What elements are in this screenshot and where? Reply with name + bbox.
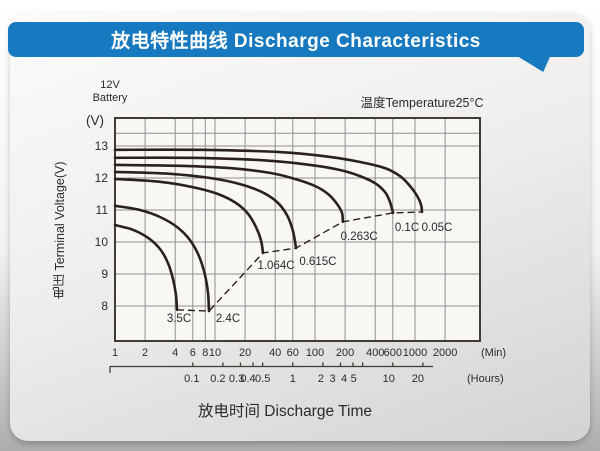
x-tick-label-min: 10 bbox=[209, 347, 221, 359]
x-tick-label-min: 2 bbox=[142, 347, 148, 359]
x-axis-title: 放电时间 Discharge Time bbox=[198, 403, 372, 420]
curve-label-1.064C: 1.064C bbox=[257, 260, 294, 272]
x-tick-label-hours: 3 bbox=[329, 373, 335, 385]
x-tick-label-hours: 5 bbox=[351, 373, 357, 385]
battery-voltage: 12V bbox=[100, 79, 120, 91]
curve-label-2.4C: 2.4C bbox=[216, 313, 240, 325]
curve-label-0.1C: 0.1C bbox=[395, 222, 419, 234]
curve-2.4C bbox=[113, 204, 211, 313]
y-tick-label: 10 bbox=[95, 235, 109, 249]
y-tick-label: 11 bbox=[96, 203, 109, 217]
battery-word: Battery bbox=[92, 92, 128, 104]
x-tick-label-min: 1 bbox=[112, 347, 118, 359]
x-tick-label-hours: 0.1 bbox=[184, 373, 199, 385]
x-tick-label-min: 60 bbox=[287, 347, 299, 359]
x-tick-label-hours: 1 bbox=[290, 373, 296, 385]
minute-tick-labels: 1 2 4 6 8 10 20 40 60 100 200 400 600 1000 2000 (Min) bbox=[112, 347, 506, 359]
curve-3.5C bbox=[113, 223, 179, 312]
y-unit-label: (V) bbox=[86, 113, 104, 128]
x-tick-label-min: 1000 bbox=[403, 347, 427, 359]
y-tick-label: 8 bbox=[101, 299, 108, 313]
x-tick-label-min: 8 bbox=[202, 347, 208, 359]
x-tick-label-min: 2000 bbox=[433, 347, 457, 359]
page-title: 放电特性曲线 Discharge Characteristics bbox=[111, 31, 481, 52]
curve-0.615C bbox=[113, 170, 298, 250]
cutoff-voltage-dashed-line bbox=[176, 211, 423, 312]
y-tick-label: 13 bbox=[95, 139, 109, 153]
x-tick-label-min: 100 bbox=[306, 347, 324, 359]
x-tick-label-min: 4 bbox=[172, 347, 178, 359]
x-tick-label-min: 40 bbox=[269, 347, 281, 359]
curve-label-3.5C: 3.5C bbox=[167, 313, 191, 325]
x-tick-label-min: 400 bbox=[366, 347, 384, 359]
plot-frame bbox=[114, 117, 481, 342]
x-tick-label-hours: 0.3 bbox=[229, 373, 244, 385]
x-tick-label-min: 20 bbox=[239, 347, 251, 359]
x-tick-label-hours: 2 bbox=[318, 373, 324, 385]
battery-type-label: 12V Battery bbox=[88, 79, 132, 105]
x-tick-label-hours: 20 bbox=[412, 373, 424, 385]
y-tick-label: 9 bbox=[101, 267, 108, 281]
gridlines bbox=[115, 118, 480, 341]
x-tick-label-min: 6 bbox=[190, 347, 196, 359]
x-tick-label-min: 200 bbox=[336, 347, 354, 359]
hours-axis: 0.1 0.2 0.30.4 0.5 1 2 3 4 5 10 20 (Hours) bbox=[109, 362, 504, 385]
curve-0.05C bbox=[113, 148, 424, 214]
y-tick-labels: 13 12 11 10 9 8 bbox=[95, 139, 109, 313]
curve-0.263C bbox=[113, 163, 345, 224]
curve-1.064C bbox=[113, 177, 265, 255]
curve-label-0.263C: 0.263C bbox=[341, 231, 378, 243]
x-tick-label-hours: 0.5 bbox=[255, 373, 270, 385]
x-tick-label-hours: 10 bbox=[383, 373, 395, 385]
x-tick-label-hours: 0.2 bbox=[210, 373, 225, 385]
curve-label-0.05C: 0.05C bbox=[422, 222, 453, 234]
x-tick-label-min: 600 bbox=[384, 347, 402, 359]
hours-unit-label: (Hours) bbox=[467, 373, 504, 385]
title-banner: 放电特性曲线 Discharge Characteristics bbox=[8, 22, 584, 57]
y-tick-label: 12 bbox=[95, 171, 109, 185]
curve-0.1C bbox=[113, 156, 395, 215]
temperature-label: 温度Temperature25°C bbox=[360, 96, 484, 110]
x-tick-label-hours: 4 bbox=[341, 373, 347, 385]
discharge-curves bbox=[113, 148, 424, 313]
curve-label-0.615C: 0.615C bbox=[299, 256, 336, 268]
min-unit-label: (Min) bbox=[481, 347, 506, 359]
x-tick-label-hours: 0.4 bbox=[240, 373, 255, 385]
